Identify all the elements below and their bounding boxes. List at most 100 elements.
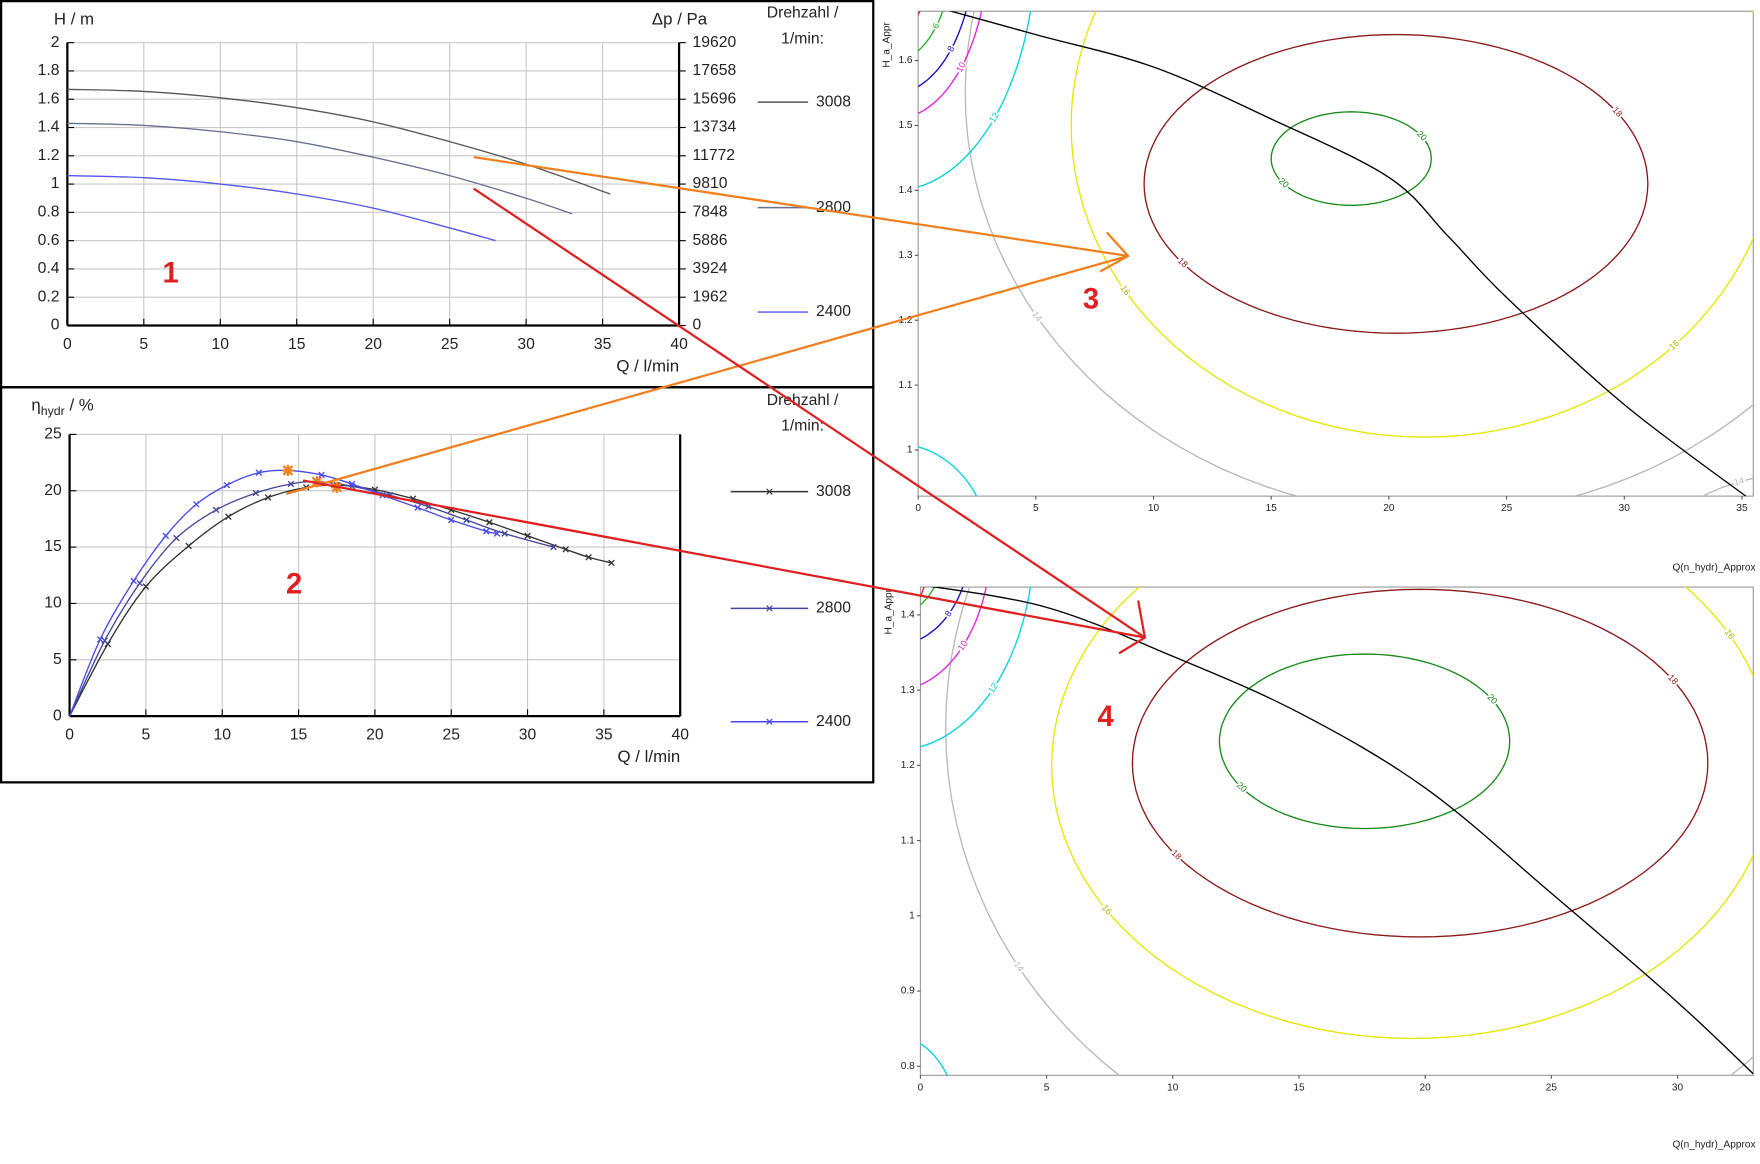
marker [447, 516, 455, 524]
y-tick-label: 1.3 [901, 685, 915, 696]
y-axis-subscript: hydr [41, 404, 65, 418]
legend-title: 1/min: [781, 30, 824, 47]
y-axis-label: H_a_Appr [881, 22, 892, 68]
marker [252, 489, 260, 497]
y2-tick-label: 0 [693, 317, 702, 334]
y-tick-label: 1.5 [899, 120, 913, 131]
y-tick-label: 1.6 [38, 90, 60, 107]
x-tick-label: 25 [1501, 503, 1513, 514]
legend-label: 3008 [816, 93, 851, 110]
x-tick-label: 0 [65, 726, 74, 743]
marker [96, 636, 104, 643]
contour-line [918, 11, 944, 52]
arrow [302, 479, 1146, 639]
y2-tick-label: 5886 [693, 232, 728, 249]
marker [318, 471, 325, 479]
marker [223, 481, 231, 489]
y2-tick-label: 19620 [693, 34, 737, 51]
contour-line [918, 11, 967, 88]
y-tick-label: 20 [44, 482, 62, 499]
y-tick-label: 1.4 [899, 185, 913, 196]
marker [193, 500, 200, 508]
panel-frame [0, 386, 875, 784]
y-axis-label: ηhydr / % [31, 396, 93, 418]
y-tick-label: 1.2 [38, 147, 60, 164]
marker [173, 534, 180, 542]
legend-title: Drehzahl / [767, 5, 839, 22]
marker [483, 528, 490, 535]
marker [414, 504, 421, 511]
legend-marker [766, 488, 773, 495]
y-tick-label: 0.9 [901, 986, 915, 997]
characteristic-line [948, 11, 1747, 497]
plot-frame [917, 10, 1754, 497]
x-tick-label: 10 [1148, 503, 1160, 514]
marker [608, 559, 615, 567]
x-tick-label: 25 [1546, 1082, 1558, 1093]
x-tick-label: 10 [1167, 1082, 1179, 1093]
x-tick-label: 15 [1293, 1082, 1305, 1093]
x-tick-label: 0 [915, 503, 921, 514]
y2-tick-label: 11772 [693, 147, 736, 164]
legend-label: 3008 [816, 483, 851, 500]
contour-line [920, 1042, 948, 1076]
legend-title: Drehzahl / [767, 392, 839, 409]
series-line [67, 174, 496, 242]
x-axis-label: Q / l/min [616, 357, 679, 376]
y-tick-label: 0.8 [901, 1061, 915, 1072]
panel-number: 4 [1097, 701, 1114, 733]
panel-number: 3 [1083, 284, 1099, 316]
marker [550, 543, 557, 551]
y2-tick-label: 13734 [693, 119, 737, 136]
contour-line [920, 587, 987, 686]
y-tick-label: 1.2 [899, 315, 913, 326]
x-tick-label: 20 [1420, 1082, 1432, 1093]
x-axis-label: Q / l/min [618, 747, 681, 766]
arrow [473, 187, 1146, 639]
y-tick-label: 0.2 [38, 288, 60, 305]
legend-label: 2400 [816, 713, 851, 730]
legend-label: 2800 [816, 199, 851, 216]
contour-label: 14 [1733, 475, 1745, 487]
contour-line [918, 11, 983, 115]
y-tick-label: 1.4 [901, 610, 915, 621]
marker [493, 530, 501, 537]
marker [255, 469, 263, 476]
characteristic-line [930, 587, 1754, 1075]
y-tick-label: 0 [51, 317, 60, 334]
y-tick-label: 1.4 [38, 119, 60, 136]
contour-line [1050, 587, 1754, 1040]
x-tick-label: 30 [1672, 1082, 1684, 1093]
y-tick-label: 10 [44, 595, 62, 612]
marker [162, 532, 170, 540]
contour-line [920, 587, 1032, 748]
plots: 0 5 10 15 20 25 30 35 4000.20.40.60.811.21.41.61… [31, 5, 1756, 1151]
x-tick-label: 10 [212, 336, 230, 353]
y-tick-label: 1 [907, 445, 913, 456]
legend-label: 2800 [816, 600, 851, 617]
arrow [285, 254, 1129, 495]
y-tick-label: 0.6 [38, 232, 60, 249]
marker [142, 583, 150, 590]
y-tick-label: 1.3 [899, 250, 913, 261]
contour-line [1131, 588, 1709, 938]
optimum-star [282, 464, 294, 477]
y2-tick-label: 17658 [693, 62, 737, 79]
contour-line [944, 587, 1754, 1076]
panel-number: 2 [286, 569, 302, 601]
x-tick-label: 40 [671, 726, 689, 743]
x-tick-label: 40 [670, 336, 688, 353]
x-tick-label: 20 [366, 726, 384, 743]
marker [486, 519, 493, 526]
x-tick-label: 15 [288, 336, 306, 353]
x-tick-label: 5 [142, 726, 151, 743]
x-tick-label: 15 [290, 726, 308, 743]
x-tick-label: 35 [1736, 503, 1748, 514]
marker [101, 637, 108, 644]
y-axis-label: H_a_Appr [884, 588, 895, 634]
arrow-head [1099, 231, 1130, 273]
line-chart: 0 5 10 15 20 25 30 35 4000.20.40.60.811.21.41.61… [38, 5, 852, 376]
arrow [473, 156, 1129, 258]
